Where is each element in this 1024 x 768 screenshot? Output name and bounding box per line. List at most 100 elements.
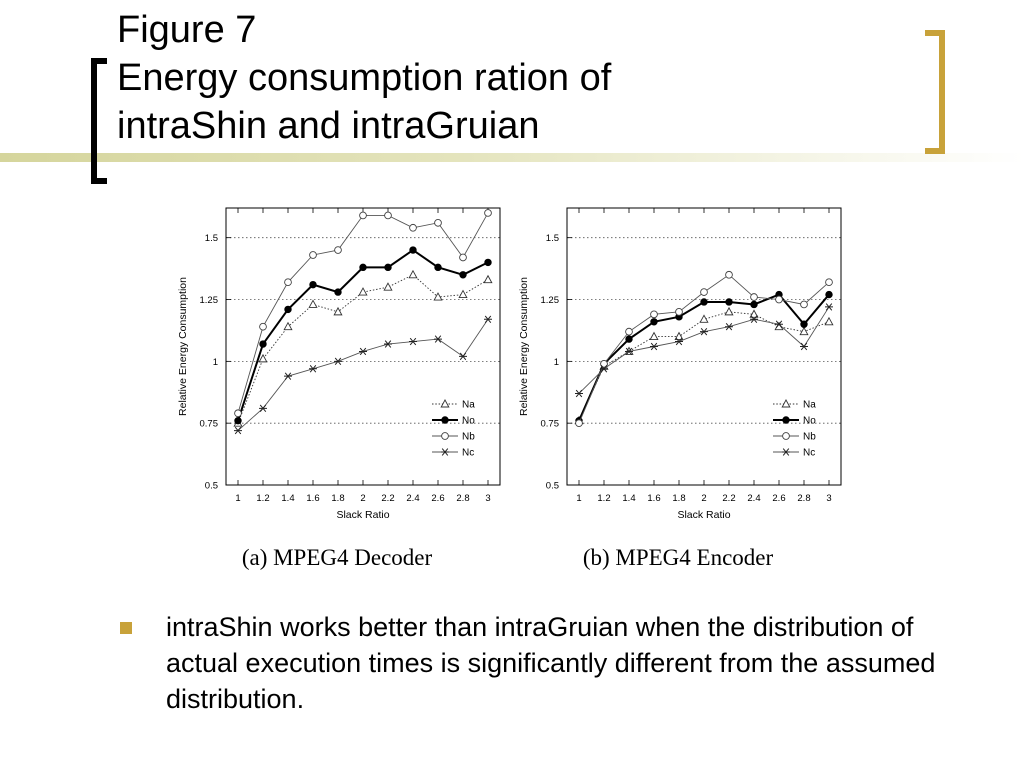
title-underline: [0, 153, 1024, 162]
x-tick-label: 1.6: [306, 493, 319, 504]
data-point-nc: [650, 342, 658, 351]
x-tick-label: 3: [485, 493, 490, 504]
y-axis-label: Relative Energy Consumption: [518, 277, 530, 416]
y-tick-label: 1.25: [200, 295, 219, 306]
data-point-nc: [384, 340, 392, 348]
data-point-na: [433, 292, 443, 301]
plot-frame: [566, 207, 842, 486]
data-point-nb: [625, 327, 633, 336]
data-point-nb: [675, 308, 683, 316]
data-point-nb: [650, 310, 658, 319]
series-nc: [575, 303, 833, 398]
legend-item-nb: Nb: [773, 432, 816, 443]
data-point-nc: [775, 320, 783, 328]
data-point-no: [234, 416, 242, 425]
y-tick-label: 0.75: [541, 419, 560, 430]
data-point-nc: [575, 389, 583, 398]
series-nc: [234, 315, 492, 435]
data-point-nb: [234, 409, 242, 418]
legend-item-nc: Nc: [432, 448, 474, 459]
data-point-nb: [725, 270, 733, 279]
y-tick-label: 1: [213, 357, 218, 368]
series-line-na: [578, 311, 830, 421]
x-tick-label: 2.4: [406, 493, 419, 504]
data-point-na: [824, 316, 834, 326]
data-point-na: [749, 309, 759, 318]
data-point-na: [799, 326, 809, 336]
data-point-nc: [309, 365, 317, 373]
legend-item-no: No: [773, 416, 816, 427]
data-point-no: [384, 263, 392, 272]
x-tick-label: 2.8: [456, 493, 469, 504]
title-line-3: intraShin and intraGruian: [117, 105, 540, 147]
data-point-na: [674, 331, 684, 341]
legend-label: Nb: [803, 432, 816, 443]
series-na: [574, 306, 834, 425]
x-axis-label: Slack Ratio: [336, 509, 389, 521]
data-point-no: [484, 258, 492, 267]
legend-marker: [441, 416, 449, 424]
data-point-na: [383, 282, 393, 291]
series-line-nc: [237, 319, 489, 431]
x-tick-label: 2.6: [431, 493, 444, 504]
data-point-nc: [259, 404, 267, 413]
data-point-na: [283, 321, 293, 331]
data-point-nb: [359, 211, 367, 220]
legend-marker: [782, 416, 790, 424]
chart-svg: 0.5 0.75 1 1.25 1.5 1 1.2 1.4 1.6 1.8 2 2.2 2.4 2.6 2.…: [177, 207, 501, 521]
legend-label: No: [462, 416, 475, 427]
data-point-no: [434, 263, 442, 272]
data-point-nc: [675, 337, 683, 346]
x-tick-label: 2.4: [747, 493, 760, 504]
data-point-nc: [725, 322, 733, 331]
data-point-no: [259, 340, 267, 348]
x-tick-label: 1.4: [622, 493, 635, 504]
data-point-nb: [700, 288, 708, 296]
x-tick-label: 2.2: [381, 493, 394, 504]
data-point-na: [724, 306, 734, 316]
x-tick-label: 2: [360, 493, 365, 504]
data-point-nc: [700, 327, 708, 336]
x-tick-label: 2.8: [797, 493, 810, 504]
x-tick-label: 3: [826, 493, 831, 504]
data-point-no: [409, 246, 417, 254]
legend-label: No: [803, 416, 816, 427]
left-bracket-decoration: [91, 58, 107, 184]
data-point-no: [309, 280, 317, 289]
y-tick-label: 0.5: [205, 481, 218, 492]
legend-marker: [441, 448, 449, 456]
data-point-nb: [384, 211, 392, 220]
series-na: [233, 269, 493, 427]
data-point-nb: [600, 359, 608, 368]
x-tick-label: 1.6: [647, 493, 660, 504]
data-point-na: [408, 269, 418, 279]
legend-marker: [781, 399, 791, 408]
data-point-no: [650, 318, 658, 326]
legend-item-nc: Nc: [773, 448, 815, 459]
chart-mpeg4-encoder: 0.5 0.75 1 1.25 1.5 1 1.2 1.4 1.6 1.8 2 2.2 2.4 2.6 2.…: [509, 198, 849, 528]
data-point-na: [358, 287, 368, 296]
data-point-nc: [825, 303, 833, 311]
plot-frame: [225, 207, 501, 486]
chart-svg: 0.5 0.75 1 1.25 1.5 1 1.2 1.4 1.6 1.8 2 2.2 2.4 2.6 2.…: [518, 207, 842, 521]
data-point-na: [699, 314, 709, 323]
legend-item-no: No: [432, 416, 475, 427]
legend-label: Na: [462, 400, 475, 411]
data-point-na: [308, 299, 318, 308]
caption-decoder: (a) MPEG4 Decoder: [241, 545, 433, 570]
data-point-nc: [459, 352, 467, 361]
data-point-nc: [359, 347, 367, 356]
data-point-nb: [309, 251, 317, 259]
x-tick-label: 2.6: [772, 493, 785, 504]
legend-item-na: Na: [432, 399, 475, 411]
y-tick-label: 1.25: [541, 295, 560, 306]
right-bracket-decoration: [925, 30, 945, 154]
legend-label: Nc: [462, 448, 474, 459]
legend-marker: [782, 432, 790, 440]
data-point-nc: [334, 357, 342, 366]
x-tick-label: 2.2: [722, 493, 735, 504]
legend-label: Nb: [462, 432, 475, 443]
title-line-2: Energy consumption ration of: [117, 57, 612, 99]
y-tick-label: 1.5: [546, 233, 559, 244]
square-bullet-icon: [120, 622, 132, 634]
